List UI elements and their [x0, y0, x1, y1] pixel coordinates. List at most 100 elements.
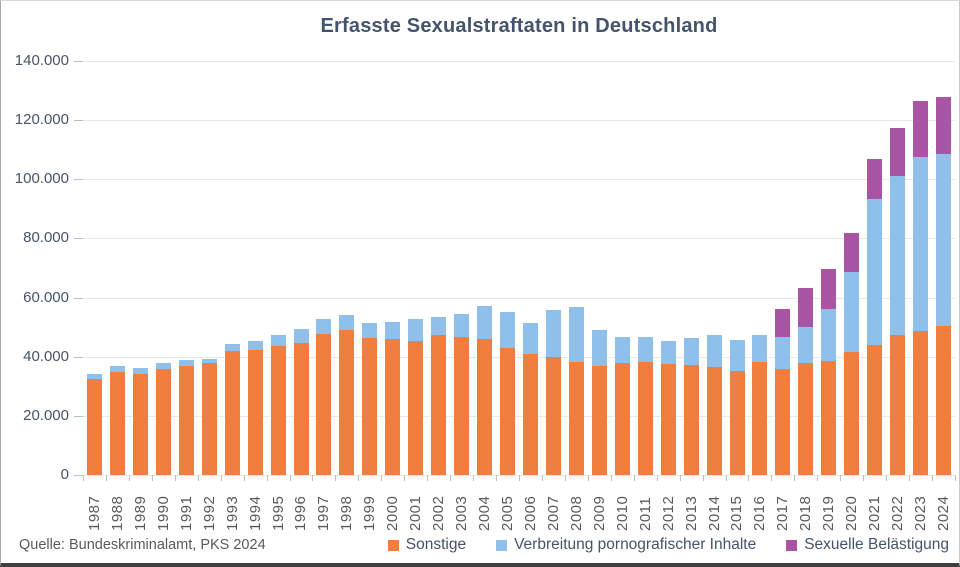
x-axis-label-2020: 2020 [843, 495, 861, 531]
x-axis-tick [174, 475, 176, 481]
y-axis-tick [74, 415, 83, 417]
x-axis-tick [151, 475, 153, 481]
y-axis-tick [74, 120, 83, 122]
x-axis-label-1997: 1997 [315, 495, 333, 531]
bar-segment-1989 [132, 374, 148, 475]
bar-segment-2013 [683, 365, 699, 475]
legend-swatch [496, 539, 508, 551]
legend-swatch [387, 539, 399, 551]
bar-segment-2020 [844, 351, 860, 475]
legend: Sonstige Verbreitung pornografischer Inha… [387, 536, 949, 554]
y-axis-tick [74, 475, 83, 476]
bar-2017 [775, 308, 791, 475]
bar-segment-1991 [178, 360, 194, 367]
x-axis-label-2021: 2021 [866, 495, 884, 531]
x-axis-tick [955, 475, 956, 481]
bar-segment-2017 [775, 308, 791, 337]
x-axis-tick [335, 475, 337, 481]
bar-2002 [431, 316, 447, 475]
bar-segment-2013 [683, 337, 699, 366]
bar-segment-1990 [155, 369, 171, 475]
y-axis-tick [74, 297, 83, 299]
bar-segment-2004 [477, 339, 493, 475]
y-gridline [83, 61, 955, 62]
x-axis-tick [289, 475, 291, 481]
bar-segment-2008 [568, 307, 584, 363]
x-axis-label-2002: 2002 [430, 495, 448, 531]
bar-segment-1993 [224, 343, 240, 351]
bar-segment-1997 [316, 333, 332, 475]
bar-1999 [362, 322, 378, 475]
bar-segment-2012 [660, 341, 676, 364]
bar-segment-2021 [867, 159, 883, 200]
x-axis-label-2007: 2007 [544, 495, 562, 531]
x-axis-label-1988: 1988 [108, 495, 126, 531]
legend-item: Verbreitung pornografischer Inhalte [496, 536, 756, 554]
bar-segment-2017 [775, 336, 791, 369]
bar-segment-2001 [408, 319, 424, 342]
x-axis-label-1998: 1998 [338, 495, 356, 531]
bar-segment-2023 [913, 156, 929, 331]
x-axis-label-2024: 2024 [935, 495, 953, 531]
bar-1994 [247, 341, 263, 475]
bar-segment-2006 [522, 354, 538, 475]
bar-2012 [660, 341, 676, 475]
x-axis-label-2019: 2019 [820, 495, 838, 531]
bar-segment-2015 [729, 339, 745, 371]
bar-segment-2011 [637, 336, 653, 362]
bar-segment-2005 [500, 311, 516, 348]
x-axis-label-2017: 2017 [774, 495, 792, 531]
bar-segment-2023 [913, 100, 929, 157]
bar-2015 [729, 339, 745, 475]
bar-2001 [408, 319, 424, 475]
bar-segment-2018 [798, 326, 814, 363]
x-axis-label-1989: 1989 [131, 495, 149, 531]
bar-segment-2012 [660, 363, 676, 475]
x-axis-label-2012: 2012 [659, 495, 677, 531]
x-axis-tick [794, 475, 796, 481]
x-axis-label-2000: 2000 [384, 495, 402, 531]
plot-area [83, 61, 955, 476]
x-axis-label-2010: 2010 [613, 495, 631, 531]
legend-swatch [786, 539, 798, 551]
x-axis-tick [932, 475, 934, 481]
bar-segment-2024 [936, 153, 952, 326]
bar-2007 [545, 310, 561, 475]
y-axis-label: 100.000 [14, 170, 69, 188]
x-axis-tick [725, 475, 727, 481]
x-axis-tick [817, 475, 819, 481]
bar-segment-2019 [821, 360, 837, 475]
x-axis-tick [220, 475, 222, 481]
x-axis-label-2013: 2013 [682, 495, 700, 531]
x-axis-label-2004: 2004 [476, 495, 494, 531]
x-axis-tick [840, 475, 842, 481]
x-axis-label-2016: 2016 [751, 495, 769, 531]
bar-segment-1992 [201, 358, 217, 364]
bar-segment-2004 [477, 305, 493, 340]
bar-segment-2007 [545, 310, 561, 358]
bar-2010 [614, 336, 630, 475]
y-axis-label: 60.000 [23, 288, 69, 306]
x-axis-label-1991: 1991 [177, 495, 195, 531]
x-axis-tick [427, 475, 429, 481]
bar-segment-2017 [775, 368, 791, 475]
x-axis-label-1999: 1999 [361, 495, 379, 531]
bar-segment-2015 [729, 370, 745, 475]
y-axis-label: 120.000 [14, 111, 69, 129]
y-axis-tick [74, 179, 83, 181]
bar-segment-1988 [109, 365, 125, 372]
bar-segment-1993 [224, 350, 240, 475]
x-axis-tick [702, 475, 704, 481]
source-note: Quelle: Bundeskriminalamt, PKS 2024 [19, 537, 266, 553]
bar-segment-2024 [936, 325, 952, 475]
x-axis-tick [128, 475, 130, 481]
y-axis-tick [74, 356, 83, 358]
x-axis-tick [656, 475, 658, 481]
bar-segment-1994 [247, 350, 263, 475]
bar-2023 [913, 100, 929, 475]
x-axis-label-2011: 2011 [636, 496, 654, 531]
bar-segment-2005 [500, 347, 516, 475]
y-gridline [83, 179, 955, 181]
bar-2022 [890, 127, 906, 475]
x-axis-tick [909, 475, 911, 481]
